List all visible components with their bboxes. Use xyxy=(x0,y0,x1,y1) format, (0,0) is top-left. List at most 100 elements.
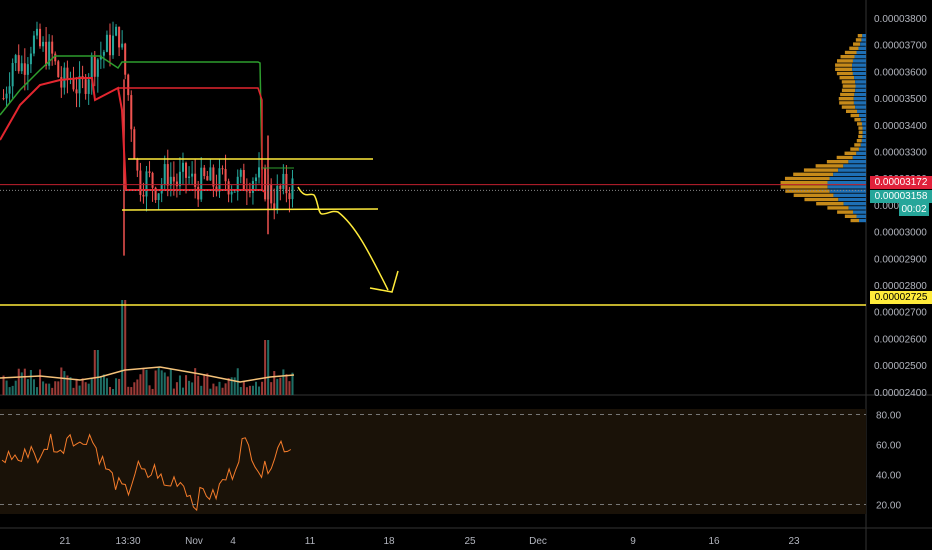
volume-profile-bar xyxy=(850,218,860,223)
volume-profile-bar xyxy=(844,214,857,218)
volume-bar xyxy=(239,387,242,395)
volume-profile-bar xyxy=(862,126,866,130)
volume-profile-bar xyxy=(858,134,863,139)
volume-profile-bar xyxy=(829,189,866,193)
volume-profile-bar xyxy=(861,122,866,126)
volume-bar xyxy=(145,369,148,395)
volume-profile-bar xyxy=(780,185,828,189)
candle-body xyxy=(133,129,136,160)
volume-bar xyxy=(258,386,261,395)
volume-profile-bar xyxy=(852,59,866,63)
volume-profile-bar xyxy=(852,210,866,214)
volume-profile-bar xyxy=(843,164,866,168)
volume-profile-bar xyxy=(840,55,855,59)
volume-profile-bar xyxy=(853,42,861,46)
volume-bar xyxy=(99,376,102,395)
volume-profile-bar xyxy=(857,122,862,126)
candle-body xyxy=(276,185,279,210)
candle-body xyxy=(115,26,118,36)
volume-profile-bar xyxy=(854,55,866,59)
volume-bar xyxy=(288,381,291,395)
volume-bar xyxy=(72,387,75,395)
projection-arrowhead xyxy=(369,270,399,293)
candle-body xyxy=(139,170,142,195)
candle-body xyxy=(105,34,108,52)
volume-bar xyxy=(48,383,51,395)
volume-bar xyxy=(172,388,175,395)
volume-bar xyxy=(63,371,66,395)
volume-bar xyxy=(206,373,209,395)
volume-profile-bar xyxy=(853,101,866,105)
candle-body xyxy=(90,56,93,80)
candle-body xyxy=(163,164,166,185)
volume-profile-bar xyxy=(838,97,854,101)
volume-profile-bar xyxy=(854,76,866,80)
candle-body xyxy=(48,41,51,66)
candle-body xyxy=(142,194,145,197)
candle-body xyxy=(224,169,227,182)
volume-profile-bar xyxy=(784,176,830,181)
ma-green-line xyxy=(0,55,263,171)
volume-bar xyxy=(285,374,288,395)
volume-bar xyxy=(291,372,294,395)
volume-profile-bar xyxy=(829,176,866,181)
volume-bar xyxy=(270,382,273,395)
volume-bar xyxy=(157,367,160,395)
volume-profile-bar xyxy=(852,71,866,76)
candle-body xyxy=(258,167,261,178)
rsi-tick-label: 20.00 xyxy=(876,501,901,512)
candle-body xyxy=(11,63,14,87)
bid-price-badge: 0.00003158 xyxy=(870,190,932,203)
candle-body xyxy=(221,168,224,170)
volume-bar xyxy=(29,369,32,395)
volume-profile-bar xyxy=(838,197,866,202)
volume-profile-bar xyxy=(859,218,866,223)
rsi-tick-label: 40.00 xyxy=(876,471,901,482)
volume-profile-bar xyxy=(860,118,866,122)
volume-profile-bar xyxy=(861,38,866,42)
volume-bar xyxy=(251,385,254,395)
candle-body xyxy=(288,193,291,200)
volume-bar xyxy=(121,300,124,395)
candle-body xyxy=(112,35,115,56)
rsi-line xyxy=(1,433,292,512)
volume-profile-bar xyxy=(855,84,866,88)
candle-body xyxy=(157,193,160,200)
moving-averages xyxy=(0,55,294,193)
candle-body xyxy=(172,176,175,182)
volume-bar xyxy=(11,385,14,395)
time-tick-label: 4 xyxy=(230,536,236,547)
volume-profile-bar xyxy=(844,151,857,155)
volume-bar xyxy=(203,374,206,395)
candle-body xyxy=(251,181,254,193)
volume-bar xyxy=(5,380,8,395)
candle-body xyxy=(181,162,184,172)
price-tick-label: 0.00003000 xyxy=(874,228,927,239)
candle-body xyxy=(188,176,191,178)
volume-profile-bar xyxy=(841,88,856,92)
volume-profile-bar xyxy=(862,130,866,134)
volume-profile-bar xyxy=(856,109,866,113)
candles xyxy=(2,21,294,256)
candle-body xyxy=(63,67,66,88)
volume-bar xyxy=(115,378,118,395)
volume-bar xyxy=(197,375,200,395)
candle-body xyxy=(291,178,294,200)
candle-body xyxy=(54,53,57,62)
volume-profile-bar xyxy=(793,172,834,176)
volume-profile-bar xyxy=(850,113,860,118)
candle-body xyxy=(282,173,285,189)
volume-profile-bar xyxy=(836,59,853,63)
volume-profile-bar xyxy=(849,46,859,50)
volume-ma-line xyxy=(0,366,295,383)
volume-profile-bar xyxy=(841,105,856,109)
volume-bar xyxy=(160,370,163,395)
volume-profile-bar xyxy=(835,67,853,71)
time-tick-label: 21 xyxy=(59,536,71,547)
candle-body xyxy=(17,55,20,72)
volume-profile-bar xyxy=(816,202,844,206)
volume-profile-bar xyxy=(852,155,866,160)
volume-profile-bar xyxy=(845,109,857,113)
candle-body xyxy=(242,170,245,191)
